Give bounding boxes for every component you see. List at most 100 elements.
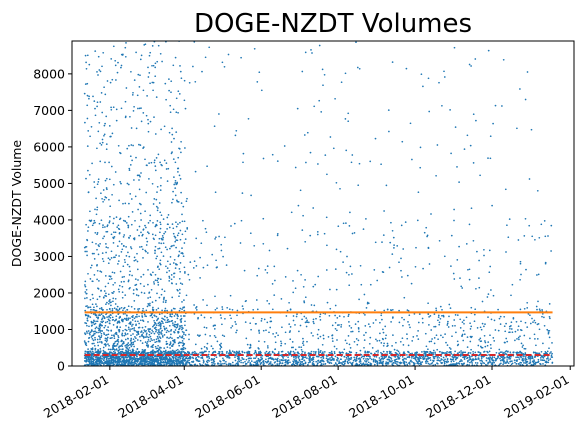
data-point (136, 357, 138, 360)
data-point (174, 236, 177, 239)
data-point (313, 105, 316, 108)
data-point (443, 70, 445, 73)
data-point (462, 339, 465, 342)
data-point (250, 357, 252, 360)
data-point (181, 37, 183, 39)
data-point (441, 314, 443, 317)
data-point (165, 168, 168, 170)
data-point (193, 304, 195, 306)
data-point (165, 331, 168, 334)
data-point (93, 252, 95, 255)
data-point (450, 234, 453, 237)
data-point (464, 351, 467, 354)
data-point (104, 161, 106, 164)
data-point (370, 358, 373, 361)
data-point (266, 321, 269, 324)
data-point (84, 352, 86, 355)
data-point (319, 351, 322, 354)
data-point (203, 326, 206, 329)
data-point (84, 350, 87, 353)
data-point (97, 360, 100, 363)
data-point (274, 361, 277, 363)
data-point (489, 157, 492, 160)
data-point (147, 76, 150, 78)
data-point (116, 326, 118, 329)
data-point (297, 204, 300, 207)
data-point (451, 325, 454, 327)
data-point (123, 275, 125, 278)
data-point (477, 351, 480, 353)
data-point (118, 199, 120, 202)
data-point (205, 231, 208, 234)
data-point (236, 329, 238, 332)
data-point (222, 357, 224, 360)
data-point (175, 262, 177, 265)
data-point (94, 356, 97, 358)
data-point (312, 334, 314, 337)
data-point (108, 316, 110, 318)
data-point (262, 217, 265, 220)
data-point (179, 326, 181, 328)
data-point (139, 144, 142, 146)
data-point (168, 269, 171, 272)
data-point (150, 338, 152, 340)
data-point (470, 207, 473, 210)
data-point (403, 357, 406, 360)
data-point (523, 362, 525, 364)
data-point (191, 356, 194, 359)
data-point (107, 293, 110, 296)
data-point (506, 356, 508, 359)
data-point (85, 314, 88, 317)
data-point (519, 262, 522, 265)
data-point (375, 350, 378, 353)
data-point (172, 64, 175, 67)
data-point (519, 351, 522, 353)
data-point (206, 304, 208, 307)
data-point (88, 173, 91, 176)
data-point (112, 283, 115, 286)
data-point (133, 105, 135, 108)
data-point (132, 343, 135, 346)
data-point (93, 181, 96, 183)
data-point (369, 336, 372, 339)
data-point (83, 92, 86, 95)
data-point (421, 317, 424, 320)
data-point (101, 318, 103, 321)
data-point (152, 81, 155, 84)
data-point (260, 356, 262, 358)
data-point (172, 339, 174, 342)
data-point (121, 285, 124, 288)
data-point (119, 152, 122, 155)
data-point (136, 355, 138, 358)
data-point (169, 342, 172, 345)
data-point (155, 347, 158, 350)
data-point (151, 81, 154, 84)
data-point (241, 351, 244, 353)
data-point (224, 236, 226, 239)
data-point (494, 104, 497, 107)
data-point (426, 234, 429, 237)
data-point (210, 316, 212, 319)
data-point (159, 259, 162, 262)
data-point (231, 325, 234, 327)
data-point (210, 345, 213, 347)
data-point (148, 292, 150, 294)
data-point (492, 294, 495, 297)
data-point (488, 350, 491, 353)
data-point (126, 147, 129, 150)
data-point (171, 349, 174, 352)
data-point (107, 348, 110, 351)
data-point (182, 356, 185, 359)
data-point (540, 359, 542, 361)
data-point (100, 320, 102, 323)
data-point (319, 319, 322, 321)
data-point (288, 354, 291, 356)
data-point (146, 355, 149, 358)
data-point (162, 318, 165, 320)
data-point (316, 355, 318, 358)
data-point (128, 255, 131, 258)
data-point (126, 346, 128, 348)
data-point (406, 309, 409, 311)
data-point (158, 333, 160, 336)
data-point (253, 361, 256, 364)
